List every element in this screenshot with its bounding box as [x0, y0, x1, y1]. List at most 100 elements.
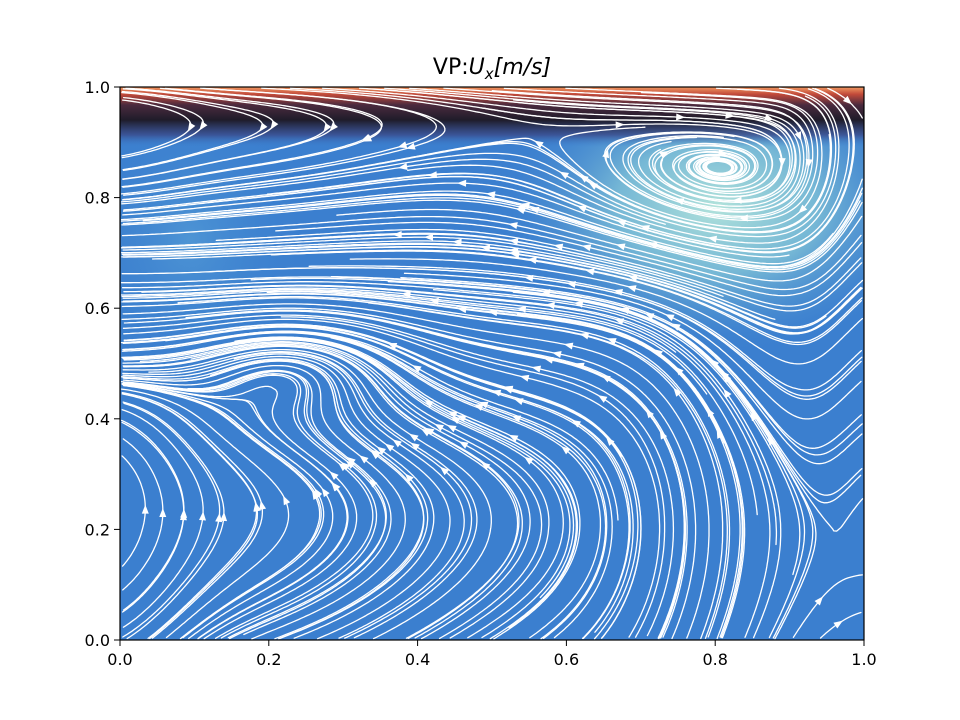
streamline-arrow	[805, 158, 813, 169]
streamline-arrow	[673, 387, 682, 397]
streamline-arrow	[563, 342, 574, 350]
streamline-arrow	[602, 148, 610, 159]
streamline-arrow	[725, 111, 735, 119]
streamline-arrow	[626, 285, 637, 293]
streamline-arrow	[764, 113, 774, 121]
streamline-arrow	[429, 297, 439, 305]
y-tick-label: 0.2	[85, 520, 110, 539]
streamline-arrow	[458, 441, 469, 449]
title-units: [m/s]	[494, 55, 551, 80]
streamline-arrow	[814, 596, 824, 606]
x-axis: 0.0 0.2 0.4 0.6 0.8 1.0	[107, 640, 877, 669]
streamline-arrow	[519, 374, 530, 382]
streamline-arrow	[645, 408, 654, 419]
streamline-arrow	[215, 512, 223, 523]
streamline-arrow	[338, 462, 348, 472]
streamline-arrow	[545, 302, 555, 310]
streamline-arrow	[614, 318, 625, 326]
streamline-arrow	[397, 141, 408, 149]
streamline-arrow	[323, 123, 332, 133]
streamline-arrow	[543, 356, 554, 364]
streamline-arrow	[648, 241, 658, 249]
streamline-arrow	[331, 482, 340, 492]
streamline-arrow	[674, 198, 685, 206]
streamline-arrow	[486, 191, 496, 199]
streamline-arrow	[456, 415, 467, 423]
streamline-arrow	[508, 238, 519, 246]
streamline-arrow	[283, 495, 291, 506]
streamline-arrow	[473, 404, 484, 411]
streamline-arrow	[329, 471, 339, 480]
streamline-arrow	[659, 150, 669, 159]
streamline-arrow	[749, 411, 758, 422]
streamline-arrow	[531, 365, 542, 373]
streamline-arrow	[321, 487, 330, 498]
streamline-arrow	[346, 456, 356, 466]
streamline-arrow	[706, 407, 715, 418]
streamline-arrow	[720, 370, 730, 380]
streamline-arrow	[520, 202, 531, 210]
streamline-arrow	[329, 122, 338, 132]
streamline-arrow	[671, 323, 681, 331]
streamline-arrow	[220, 511, 228, 522]
x-tick-label: 0.8	[702, 650, 727, 669]
streamline-arrow	[199, 511, 206, 521]
streamline-arrow	[362, 134, 373, 142]
streamline-arrow	[620, 307, 630, 315]
streamline-arrow	[447, 425, 457, 433]
streamline-arrow	[842, 95, 852, 105]
streamline-arrows	[141, 95, 852, 629]
x-tick-label: 0.2	[256, 650, 281, 669]
streamline-arrow	[527, 256, 537, 264]
streamline-arrow	[491, 389, 502, 397]
streamline-arrow	[575, 362, 585, 370]
streamline-arrow	[452, 238, 462, 246]
streamline-arrow	[270, 120, 279, 130]
streamline-arrow	[341, 461, 351, 471]
streamline-arrow	[409, 433, 419, 442]
streamline-arrow	[412, 365, 422, 373]
streamline-arrow	[723, 388, 732, 399]
streamline-arrow	[480, 244, 491, 252]
streamline-arrow	[585, 268, 595, 276]
streamline-arrow	[368, 478, 378, 488]
streamline-arrow	[187, 122, 196, 132]
streamline-arrow	[566, 281, 576, 288]
streamline-arrow	[524, 456, 534, 465]
streamline-arrow	[628, 274, 638, 282]
streamline-arrow	[259, 500, 267, 511]
streamline-arrow	[644, 313, 655, 320]
y-tick-label: 0.6	[85, 299, 110, 318]
title-prefix: VP:	[433, 55, 469, 80]
streamline-arrow	[503, 385, 514, 393]
streamline-arrow	[606, 436, 615, 446]
streamline-arrow	[516, 305, 527, 313]
streamline-arrow	[457, 306, 467, 314]
streamline-arrow	[427, 171, 438, 179]
streamline-arrow	[552, 350, 562, 358]
y-tick-label: 1.0	[85, 78, 110, 97]
streamline-arrow	[718, 149, 728, 157]
streamline-arrow	[597, 395, 608, 403]
streamline-arrow	[345, 460, 356, 469]
streamline-arrow	[488, 309, 498, 317]
streamline-arrow	[312, 490, 320, 500]
x-tick-label: 0.0	[107, 650, 132, 669]
streamline-arrow	[508, 434, 519, 442]
streamline-arrow	[424, 399, 434, 408]
streamline-arrow	[534, 140, 544, 149]
streamline-arrow	[529, 206, 540, 214]
title-subscript: x	[484, 65, 494, 83]
streamline-arrow	[387, 343, 398, 350]
streamline-arrow	[767, 436, 776, 446]
streamline-arrow	[676, 113, 686, 121]
streamline-arrow	[371, 449, 381, 459]
streamline-arrow	[410, 442, 420, 451]
streamline-arrow	[141, 504, 149, 514]
streamline-arrow	[588, 182, 598, 190]
y-tick-label: 0.0	[85, 631, 110, 650]
streamline-arrow	[561, 446, 571, 455]
streamline-arrow	[707, 235, 718, 243]
streamline-arrow	[159, 508, 167, 518]
